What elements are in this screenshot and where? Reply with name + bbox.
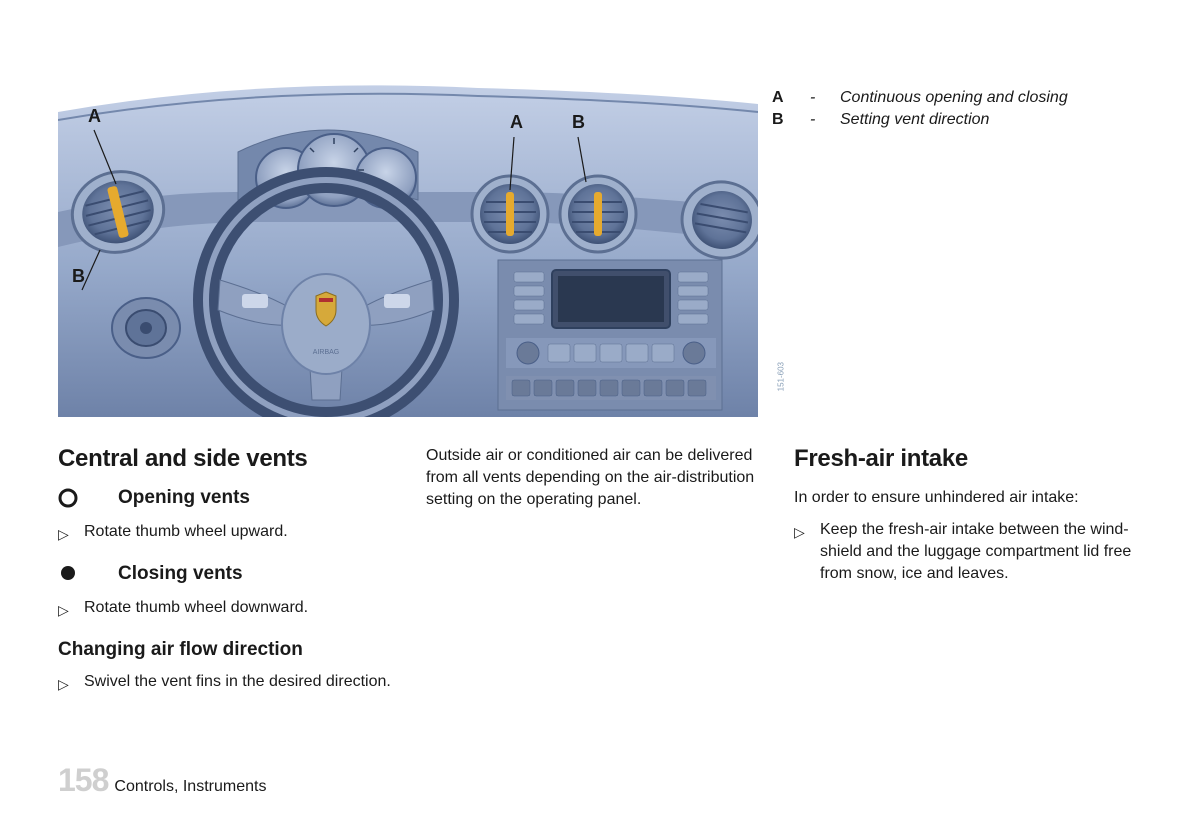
- heading-fresh-air: Fresh-air intake: [794, 445, 1134, 473]
- legend-text: Setting vent direction: [840, 110, 989, 130]
- legend-key: A: [772, 88, 786, 108]
- instruction-text: Swivel the vent fins in the desired dire…: [84, 671, 391, 695]
- instruction-row: ▷ Rotate thumb wheel upward.: [58, 521, 398, 545]
- body-text: Outside air or conditioned air can be de…: [426, 445, 766, 511]
- opening-vents-row: Opening vents: [58, 487, 398, 509]
- legend-dash: -: [810, 110, 816, 130]
- legend-row: B - Setting vent direction: [772, 110, 1068, 130]
- heading-central-side-vents: Central and side vents: [58, 445, 398, 473]
- closed-vent-icon: [58, 564, 78, 584]
- callout-letter: B: [72, 266, 85, 286]
- triangle-bullet-icon: ▷: [58, 671, 70, 695]
- triangle-bullet-icon: ▷: [794, 519, 806, 585]
- triangle-bullet-icon: ▷: [58, 597, 70, 621]
- closing-vents-row: Closing vents: [58, 563, 398, 585]
- body-columns: Central and side vents Opening vents ▷ R…: [58, 445, 1142, 713]
- image-code: 151-603: [776, 362, 785, 391]
- instruction-text: Rotate thumb wheel upward.: [84, 521, 288, 545]
- svg-text:AIRBAG: AIRBAG: [313, 349, 339, 356]
- page-footer: 158 Controls, Instruments: [58, 762, 266, 799]
- instruction-row: ▷ Keep the fresh-air intake between the …: [794, 519, 1134, 585]
- body-text: In order to ensure unhindered air intake…: [794, 487, 1134, 509]
- triangle-bullet-icon: ▷: [58, 521, 70, 545]
- dashboard-figure: AIRBAG: [58, 82, 758, 417]
- column-2: Outside air or conditioned air can be de…: [426, 445, 766, 713]
- callout-letter: A: [510, 112, 523, 132]
- instruction-row: ▷ Swivel the vent fins in the desired di…: [58, 671, 398, 695]
- open-vent-icon: [58, 488, 78, 508]
- callout-letter: B: [572, 112, 585, 132]
- subheading-opening: Opening vents: [118, 487, 250, 509]
- instruction-row: ▷ Rotate thumb wheel downward.: [58, 597, 398, 621]
- legend-dash: -: [810, 88, 816, 108]
- manual-page: A - Continuous opening and closing B - S…: [0, 0, 1200, 829]
- legend-key: B: [772, 110, 786, 130]
- callout-letter: A: [88, 106, 101, 126]
- subheading-direction: Changing air flow direction: [58, 639, 398, 661]
- dashboard-illustration: AIRBAG: [58, 82, 758, 417]
- legend-text: Continuous opening and closing: [840, 88, 1068, 108]
- figure-legend: A - Continuous opening and closing B - S…: [772, 88, 1068, 132]
- instruction-text: Keep the fresh-air intake between the wi…: [820, 519, 1134, 585]
- instruction-text: Rotate thumb wheel downward.: [84, 597, 308, 621]
- footer-section: Controls, Instruments: [114, 778, 266, 796]
- column-3: Fresh-air intake In order to ensure unhi…: [794, 445, 1134, 713]
- page-number: 158: [58, 762, 108, 799]
- column-1: Central and side vents Opening vents ▷ R…: [58, 445, 398, 713]
- subheading-closing: Closing vents: [118, 563, 243, 585]
- legend-row: A - Continuous opening and closing: [772, 88, 1068, 108]
